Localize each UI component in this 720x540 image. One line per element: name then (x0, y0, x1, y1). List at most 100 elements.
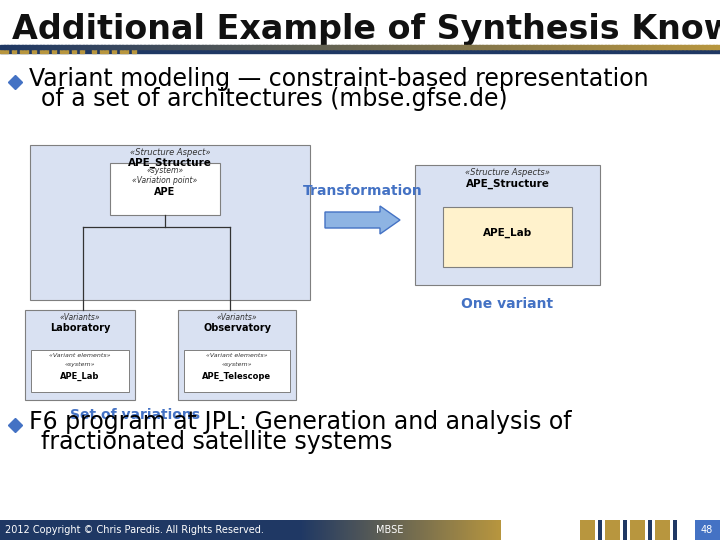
Text: Observatory: Observatory (203, 323, 271, 333)
Bar (580, 45, 584, 49)
Bar (425, 45, 429, 49)
Bar (367, 45, 372, 49)
Bar (14, 45, 19, 49)
Text: «Variants»: «Variants» (217, 313, 257, 322)
Bar (334, 520, 337, 540)
Bar (424, 520, 427, 540)
Bar (352, 520, 355, 540)
Bar (205, 45, 210, 49)
Bar (366, 520, 369, 540)
Bar (312, 520, 315, 540)
Bar (292, 45, 296, 49)
Bar (688, 45, 692, 49)
Bar (40, 45, 44, 49)
Bar (317, 45, 321, 49)
Bar (0, 46, 720, 53)
Text: MBSE: MBSE (377, 525, 404, 535)
Bar (166, 45, 170, 49)
Bar (407, 45, 411, 49)
Bar (79, 45, 84, 49)
Bar (468, 45, 472, 49)
Bar (194, 45, 199, 49)
Bar (544, 45, 548, 49)
Bar (402, 520, 405, 540)
Bar (281, 45, 285, 49)
Bar (470, 520, 473, 540)
Text: «system»: «system» (146, 166, 184, 175)
Bar (396, 520, 399, 540)
Bar (479, 45, 483, 49)
Bar (580, 520, 595, 540)
FancyBboxPatch shape (30, 145, 310, 300)
Bar (421, 45, 426, 49)
Bar (54, 45, 58, 49)
Bar (148, 45, 152, 49)
Bar (432, 520, 435, 540)
Bar (436, 520, 439, 540)
Bar (380, 520, 383, 540)
Bar (356, 45, 361, 49)
Bar (623, 45, 627, 49)
Bar (350, 520, 353, 540)
Bar (52, 46, 56, 53)
Bar (20, 46, 28, 53)
Bar (583, 45, 588, 49)
Bar (368, 520, 371, 540)
Bar (619, 45, 624, 49)
Bar (314, 520, 317, 540)
Bar (248, 45, 253, 49)
Bar (540, 45, 544, 49)
Bar (241, 45, 246, 49)
Bar (223, 45, 228, 49)
Bar (403, 45, 408, 49)
Bar (335, 45, 339, 49)
Bar (388, 520, 391, 540)
Bar (422, 520, 425, 540)
Bar (482, 520, 485, 540)
Bar (536, 45, 541, 49)
Text: «Variation point»: «Variation point» (132, 176, 197, 185)
Bar (494, 520, 497, 540)
Bar (0, 45, 4, 49)
Bar (32, 46, 36, 53)
Bar (626, 45, 631, 49)
Bar (680, 45, 685, 49)
Bar (396, 45, 400, 49)
Bar (454, 520, 457, 540)
Text: 48: 48 (701, 525, 713, 535)
Bar (354, 520, 357, 540)
Bar (655, 520, 670, 540)
Text: APE: APE (154, 187, 176, 197)
Bar (155, 45, 159, 49)
Bar (605, 520, 620, 540)
Bar (0, 520, 500, 540)
Bar (328, 45, 332, 49)
Bar (594, 45, 598, 49)
Bar (468, 520, 471, 540)
Bar (302, 45, 307, 49)
Bar (108, 45, 112, 49)
Bar (338, 45, 343, 49)
Bar (400, 520, 403, 540)
Text: APE_Lab: APE_Lab (60, 372, 99, 381)
Bar (414, 45, 418, 49)
Bar (374, 45, 379, 49)
FancyBboxPatch shape (25, 310, 135, 400)
Bar (496, 520, 499, 540)
Bar (299, 45, 303, 49)
Bar (252, 45, 256, 49)
Bar (460, 520, 463, 540)
Bar (616, 45, 620, 49)
Text: APE_Telescope: APE_Telescope (202, 372, 271, 381)
Bar (308, 520, 311, 540)
Bar (313, 45, 318, 49)
Bar (493, 45, 498, 49)
Bar (376, 520, 379, 540)
Bar (464, 520, 467, 540)
Bar (119, 45, 123, 49)
Bar (684, 45, 688, 49)
Bar (474, 520, 477, 540)
Bar (630, 520, 645, 540)
Bar (72, 46, 76, 53)
Bar (40, 46, 48, 53)
